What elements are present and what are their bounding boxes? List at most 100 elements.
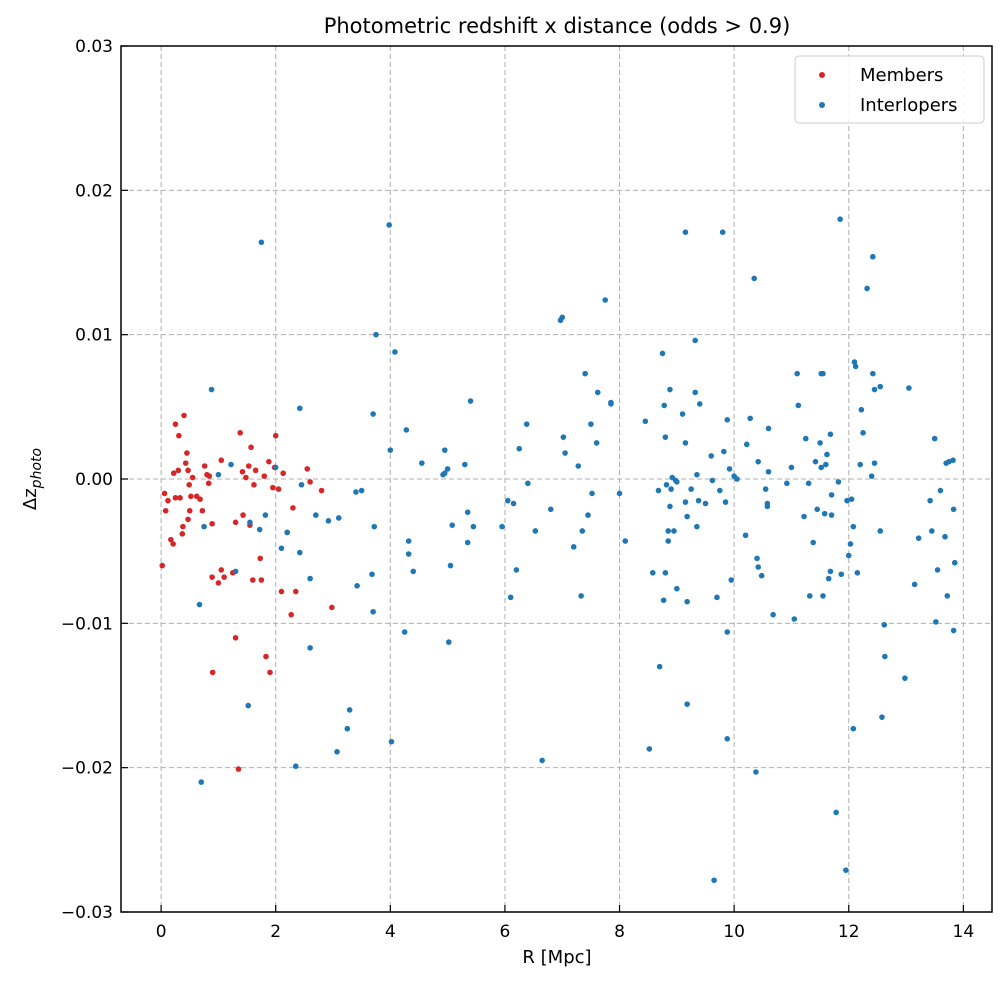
data-point-interlopers (346, 707, 353, 713)
data-point-interlopers (334, 748, 340, 755)
data-point-members (278, 588, 285, 595)
data-point-interlopers (696, 401, 703, 407)
data-point-interlopers (950, 457, 956, 464)
data-point-interlopers (579, 528, 586, 534)
data-point-interlopers (353, 489, 359, 495)
data-point-interlopers (820, 593, 826, 599)
data-point-interlopers (937, 487, 944, 494)
data-point-members (263, 653, 269, 660)
data-point-members (239, 468, 246, 475)
data-point-interlopers (516, 445, 523, 452)
legend: Members Interlopers (794, 55, 985, 124)
data-point-members (275, 486, 282, 492)
data-point-interlopers (532, 528, 539, 534)
data-point-members (270, 484, 276, 491)
data-point-interlopers (877, 528, 884, 534)
y-tick-label: −0.02 (61, 759, 113, 779)
data-point-members (175, 467, 182, 474)
y-tick-label: 0.03 (75, 37, 113, 57)
data-point-interlopers (837, 216, 843, 222)
data-point-interlopers (662, 434, 669, 440)
x-axis-label: R [Mpc] (522, 947, 591, 968)
data-point-members (272, 432, 279, 439)
data-point-interlopers (258, 239, 265, 246)
data-point-interlopers (245, 702, 252, 709)
data-point-interlopers (724, 736, 731, 742)
data-point-members (161, 490, 168, 497)
data-point-interlopers (719, 229, 726, 235)
data-point-interlopers (392, 349, 398, 355)
data-point-interlopers (196, 601, 203, 608)
series-interlopers (196, 216, 958, 884)
y-axis-label-sub: photo (29, 448, 45, 489)
data-point-interlopers (709, 477, 716, 484)
data-point-members (288, 611, 294, 618)
data-point-interlopers (262, 512, 269, 518)
y-axis-label-main: Δz (20, 488, 41, 510)
data-point-interlopers (578, 593, 584, 599)
data-point-interlopers (387, 447, 394, 453)
data-point-interlopers (817, 440, 823, 446)
data-point-interlopers (594, 389, 601, 396)
data-point-interlopers (688, 486, 694, 492)
data-point-interlopers (684, 513, 690, 520)
x-tick-label: 4 (385, 922, 396, 942)
data-point-interlopers (714, 594, 720, 601)
x-tick-label: 10 (723, 922, 745, 942)
data-point-interlopers (646, 746, 653, 752)
y-tick-label: 0.01 (75, 326, 113, 346)
data-point-members (170, 541, 176, 547)
data-point-interlopers (950, 627, 957, 634)
data-point-interlopers (467, 398, 474, 404)
data-point-interlopers (660, 597, 667, 604)
data-point-interlopers (692, 337, 698, 344)
data-point-interlopers (405, 551, 412, 557)
data-point-interlopers (754, 555, 760, 562)
data-point-interlopers (665, 538, 672, 544)
data-point-interlopers (882, 653, 888, 660)
data-point-members (304, 466, 311, 472)
data-point-interlopers (858, 406, 865, 413)
data-point-members (209, 669, 216, 676)
data-point-interlopers (805, 480, 812, 487)
data-point-interlopers (812, 458, 819, 465)
data-point-interlopers (828, 492, 835, 498)
data-point-members (181, 412, 187, 419)
data-point-members (280, 470, 286, 477)
data-point-interlopers (201, 523, 207, 530)
data-point-interlopers (198, 779, 205, 785)
data-point-members (209, 520, 215, 527)
data-point-interlopers (821, 510, 828, 517)
data-point-interlopers (284, 529, 290, 536)
data-point-interlopers (881, 621, 888, 628)
data-point-interlopers (370, 608, 376, 615)
data-point-members (172, 494, 179, 501)
data-point-interlopers (410, 568, 417, 575)
data-point-interlopers (401, 629, 408, 635)
data-point-interlopers (860, 430, 866, 436)
data-point-interlopers (694, 523, 700, 530)
data-point-interlopers (682, 229, 689, 235)
data-point-interlopers (927, 497, 933, 504)
data-point-interlopers (795, 402, 802, 409)
data-point-interlopers (828, 512, 835, 518)
data-point-interlopers (559, 314, 566, 321)
data-point-interlopers (724, 417, 731, 423)
grid-layer (121, 45, 992, 913)
data-point-members (205, 480, 212, 487)
data-point-interlopers (642, 418, 649, 425)
data-point-interlopers (388, 738, 395, 745)
data-point-interlopers (674, 585, 680, 592)
data-point-interlopers (667, 386, 673, 393)
data-point-interlopers (877, 383, 884, 390)
data-point-members (182, 460, 189, 466)
data-point-members (189, 474, 196, 481)
data-point-interlopers (743, 441, 750, 448)
legend-marker-interlopers (819, 102, 825, 108)
data-point-interlopers (722, 499, 729, 505)
data-point-interlopers (870, 370, 876, 377)
data-point-interlopers (788, 464, 795, 471)
data-point-interlopers (608, 401, 614, 407)
data-point-interlopers (818, 464, 825, 471)
